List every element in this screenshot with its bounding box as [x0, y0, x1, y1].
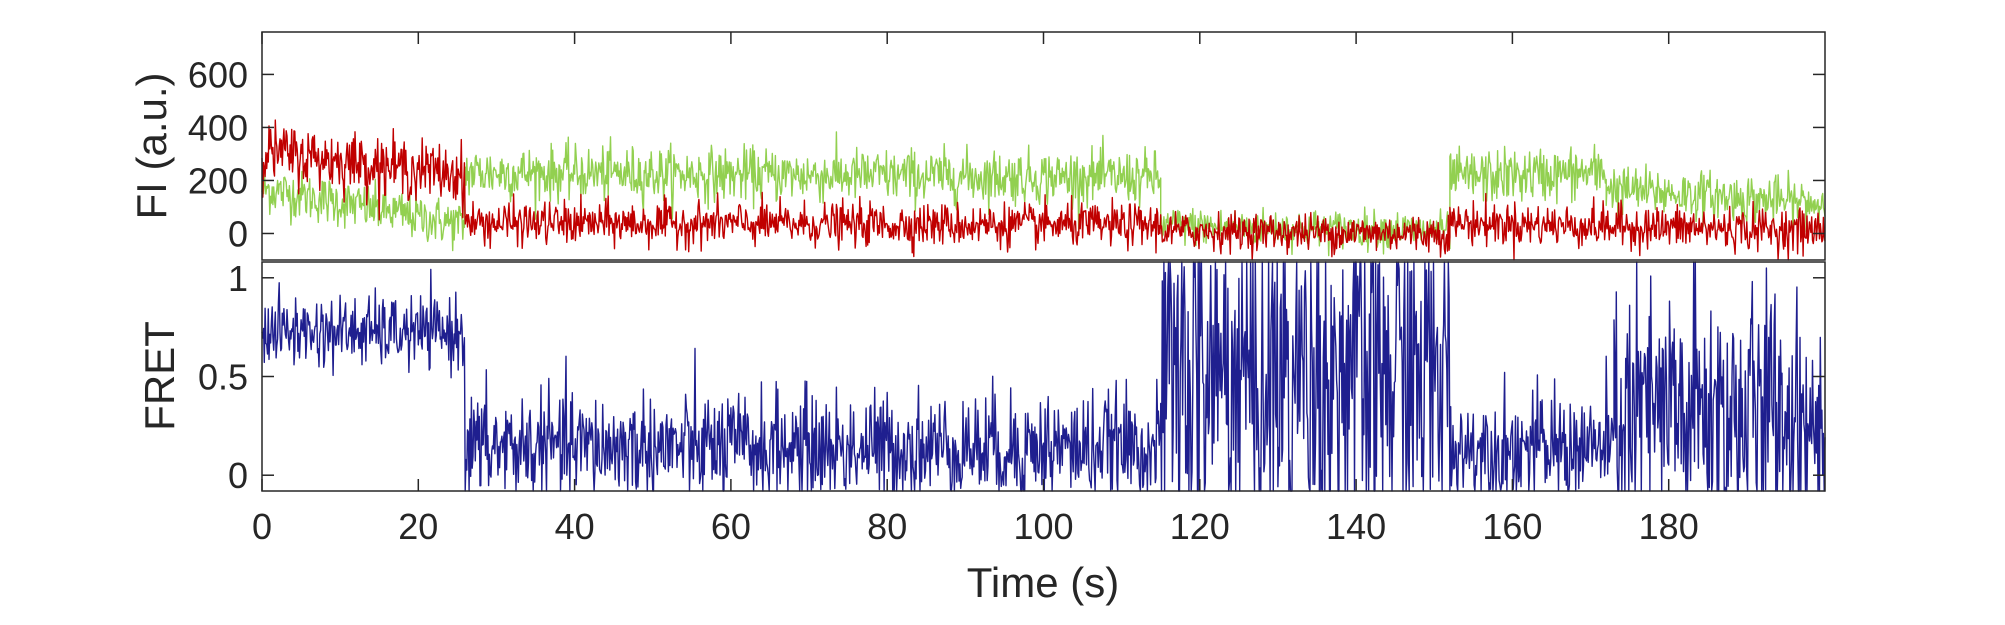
- fret-x-ticks: 0 20 40 60 80 100 120 140 160 180: [252, 32, 1699, 547]
- fret-y-axis-label: FRET: [136, 321, 183, 431]
- fret-x-axis-label: Time (s): [967, 559, 1119, 606]
- fret-x-tick-label: 120: [1170, 506, 1230, 547]
- intensity-panel: 0 200 400 600 FI (a.u.): [128, 31, 1826, 261]
- intensity-y-ticks: 0 200 400 600: [188, 54, 1825, 254]
- fret-x-tick-label: 20: [398, 506, 438, 547]
- fret-series-layer: [261, 261, 1826, 492]
- fret-x-tick-label: 180: [1639, 506, 1699, 547]
- intensity-y-axis-label: FI (a.u.): [128, 72, 175, 219]
- intensity-series-0: [261, 131, 1826, 257]
- intensity-y-tick-label: 0: [228, 213, 248, 254]
- fret-x-tick-label: 0: [252, 506, 272, 547]
- intensity-y-tick-label: 400: [188, 107, 248, 148]
- fret-y-tick-label: 0: [228, 455, 248, 496]
- fret-x-tick-label: 140: [1326, 506, 1386, 547]
- intensity-series-1: [261, 119, 1826, 261]
- fret-x-tick-label: 80: [867, 506, 907, 547]
- intensity-series-layer: [261, 119, 1826, 261]
- intensity-y-tick-label: 200: [188, 160, 248, 201]
- fret-x-tick-label: 160: [1482, 506, 1542, 547]
- fret-y-ticks: 00.51: [198, 258, 1825, 496]
- fret-y-tick-label: 1: [228, 258, 248, 299]
- fret-x-tick-label: 100: [1013, 506, 1073, 547]
- fret-series-0: [261, 261, 1826, 492]
- fret-y-tick-label: 0.5: [198, 357, 248, 398]
- intensity-y-tick-label: 600: [188, 54, 248, 95]
- fret-x-tick-label: 60: [711, 506, 751, 547]
- fret-x-tick-label: 40: [555, 506, 595, 547]
- fret-panel: 00.51 0 20 40 60 80 100 120 140 160 180 FRET Time…: [136, 32, 1826, 606]
